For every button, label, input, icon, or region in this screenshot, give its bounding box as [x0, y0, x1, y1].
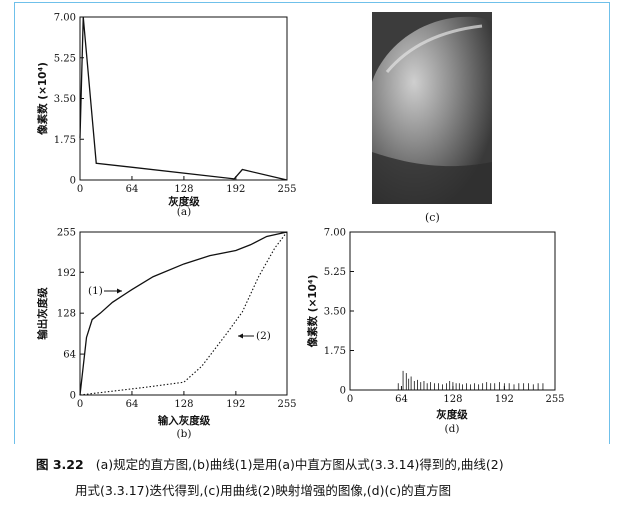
annotation-arrowhead-1 — [117, 288, 122, 294]
enhanced-image — [372, 12, 492, 204]
y-tick-label: 128 — [57, 309, 76, 320]
x-tick-label: 255 — [545, 394, 564, 405]
y-tick-label: 64 — [63, 350, 76, 361]
y-tick-label: 0 — [70, 176, 76, 187]
y-tick-label: 0 — [340, 386, 346, 397]
x-tick-label: 64 — [126, 399, 139, 410]
y-axis-label: 输出灰度级 — [36, 287, 49, 340]
x-tick-label: 192 — [226, 184, 245, 195]
x-tick-label: 255 — [277, 399, 296, 410]
x-tick-label: 0 — [77, 399, 83, 410]
y-tick-label: 1.75 — [54, 135, 76, 146]
annotation-label-1: (1) — [88, 285, 103, 297]
plot-frame — [79, 16, 288, 181]
y-tick-label: 3.50 — [54, 94, 76, 105]
caption-line-1: (a)规定的直方图,(b)曲线(1)是用(a)中直方图从式(3.3.14)得到的… — [95, 457, 504, 472]
x-tick-label: 128 — [174, 184, 193, 195]
chart-panel-2: 0 64 128 192 255 0 64 128 192 255 输入灰度级 输出灰度级 (b) (1)… — [36, 228, 297, 441]
x-axis-label: 灰度级 — [168, 195, 200, 208]
panel-label: (d) — [445, 423, 460, 435]
rock-image — [372, 12, 492, 204]
annotation-arrowhead-2 — [238, 333, 243, 339]
y-axis-label: 像素数 (×10⁴) — [306, 275, 319, 348]
annotation-curve-1: (1) — [88, 285, 122, 297]
caption-line-2: 用式(3.3.17)迭代得到,(c)用曲线(2)映射增强的图像,(d)(c)的直… — [75, 483, 452, 498]
y-tick-label: 1.75 — [324, 346, 346, 357]
series-line-1 — [79, 16, 288, 181]
y-tick-label: 255 — [57, 228, 76, 239]
y-tick-label: 5.25 — [324, 267, 346, 278]
y-tick-label: 192 — [57, 268, 76, 279]
y-axis-label: 像素数 (×10⁴) — [36, 62, 49, 135]
y-tick-label: 0 — [70, 391, 76, 402]
x-tick-label: 64 — [126, 184, 139, 195]
annotation-label-2: (2) — [256, 330, 271, 342]
x-axis-label: 灰度级 — [436, 408, 468, 421]
panel-label: (b) — [177, 428, 192, 440]
annotation-curve-2: (2) — [238, 330, 271, 342]
series-line-2 — [79, 231, 288, 396]
series-line-1 — [79, 231, 288, 396]
x-tick-label: 0 — [347, 394, 353, 405]
plot-frame — [79, 231, 288, 396]
y-tick-label: 3.50 — [324, 307, 346, 318]
plot-frame — [349, 231, 556, 391]
panel-label: (a) — [177, 206, 191, 218]
x-tick-label: 192 — [495, 394, 514, 405]
x-tick-label: 64 — [395, 394, 408, 405]
figure-number: 图 3.22 — [36, 457, 84, 472]
y-tick-label: 7.00 — [54, 13, 76, 24]
chart-panel-3: 0 64 128 192 255 0 1.75 3.50 5.25 7.00 灰度级 像素数 (×10… — [306, 228, 565, 436]
x-tick-label: 255 — [277, 184, 296, 195]
y-tick-label: 7.00 — [324, 228, 346, 239]
chart-panel-1: 0 64 128 192 255 0 1.75 3.50 5.25 7.00 灰度级 像素数 (×10… — [36, 13, 297, 219]
panel-label-c: (c) — [425, 211, 440, 224]
y-tick-label: 5.25 — [54, 53, 76, 64]
x-tick-label: 0 — [77, 184, 83, 195]
x-tick-label: 192 — [226, 399, 245, 410]
x-tick-label: 128 — [174, 399, 193, 410]
figure-caption: 图 3.22 (a)规定的直方图,(b)曲线(1)是用(a)中直方图从式(3.3.… — [36, 452, 606, 504]
x-axis-label: 输入灰度级 — [158, 414, 211, 427]
x-tick-label: 128 — [443, 394, 462, 405]
figure-frame — [14, 2, 610, 444]
